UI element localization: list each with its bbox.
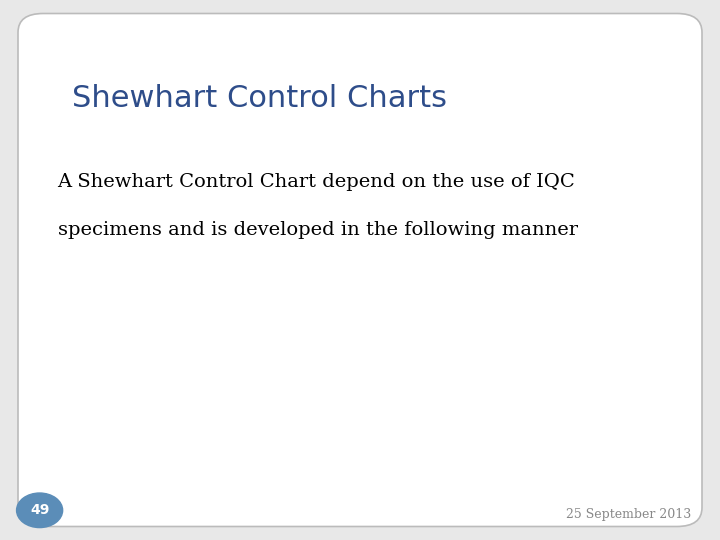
Text: Shewhart Control Charts: Shewhart Control Charts — [72, 84, 447, 113]
Text: 49: 49 — [30, 503, 49, 517]
Text: 25 September 2013: 25 September 2013 — [566, 508, 691, 521]
Circle shape — [17, 493, 63, 528]
Text: specimens and is developed in the following manner: specimens and is developed in the follow… — [58, 221, 577, 239]
Text: A Shewhart Control Chart depend on the use of IQC: A Shewhart Control Chart depend on the u… — [58, 173, 575, 191]
FancyBboxPatch shape — [18, 14, 702, 526]
